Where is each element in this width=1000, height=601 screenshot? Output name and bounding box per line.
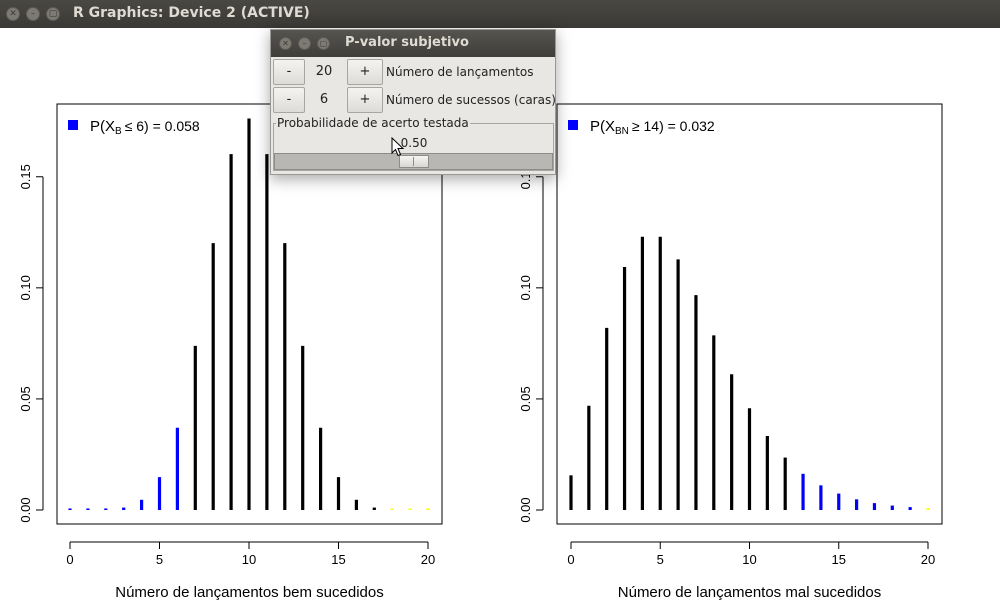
window-titlebar: ✕ – ▢ R Graphics: Device 2 (ACTIVE) <box>0 0 1000 28</box>
window-title: R Graphics: Device 2 (ACTIVE) <box>73 5 310 21</box>
x-tick-label-20: 20 <box>421 552 435 567</box>
y-tick-label-0.00: 0.00 <box>18 497 33 522</box>
minimize-icon[interactable]: – <box>26 7 40 21</box>
x-tick-label-0: 0 <box>66 552 73 567</box>
dialog-maximize-icon[interactable]: ▢ <box>317 37 330 50</box>
decrease-launches-button[interactable]: - <box>273 59 305 85</box>
y-tick-label-0.05: 0.05 <box>18 386 33 411</box>
x-tick-label-5: 5 <box>156 552 163 567</box>
x-tick-label-10: 10 <box>742 552 756 567</box>
close-icon[interactable]: ✕ <box>6 7 20 21</box>
x-tick-label-15: 15 <box>331 552 345 567</box>
plot-box <box>56 103 443 525</box>
x-tick-label-5: 5 <box>657 552 664 567</box>
y-tick-label-0.15: 0.15 <box>18 164 33 189</box>
x-axis-title: Número de lançamentos mal sucedidos <box>618 584 881 601</box>
y-tick-label-0.00: 0.00 <box>518 497 533 522</box>
plots-canvas: 0 5 10 15 20 0.00 0.05 0.10 0.15 Número de lançam… <box>18 103 943 601</box>
x-tick-label-15: 15 <box>832 552 846 567</box>
chart-left: 0 5 10 15 20 0.00 0.05 0.10 0.15 Número de lançam… <box>18 103 443 601</box>
x-tick-label-20: 20 <box>921 552 935 567</box>
dialog-close-icon[interactable]: ✕ <box>279 37 292 50</box>
successes-value: 6 <box>319 92 329 107</box>
x-axis-title: Número de lançamentos bem sucedidos <box>115 584 383 601</box>
legend-label: P(XBN ≥ 14) = 0.032 <box>590 118 715 137</box>
plot-box <box>556 103 943 525</box>
mouse-cursor-icon <box>391 137 405 157</box>
maximize-icon[interactable]: ▢ <box>46 7 60 21</box>
y-tick-label-0.05: 0.05 <box>518 386 533 411</box>
dialog-minimize-icon[interactable]: – <box>298 37 311 50</box>
increase-launches-button[interactable]: + <box>347 59 383 85</box>
dialog-title: P-valor subjetivo <box>345 35 469 50</box>
x-tick-label-10: 10 <box>242 552 256 567</box>
pvalue-dialog: ✕ – ▢ P-valor subjetivo - 20 + Número de… <box>270 29 556 175</box>
slider-value: 0.50 <box>400 136 428 150</box>
increase-successes-button[interactable]: + <box>347 87 383 113</box>
successes-label: Número de sucessos (caras) <box>386 93 556 107</box>
dialog-titlebar: ✕ – ▢ P-valor subjetivo <box>271 30 555 57</box>
legend-label: P(XB ≤ 6) = 0.058 <box>90 118 200 137</box>
y-tick-label-0.10: 0.10 <box>518 275 533 300</box>
decrease-successes-button[interactable]: - <box>273 87 305 113</box>
legend-swatch <box>68 120 78 130</box>
y-tick-label-0.10: 0.10 <box>18 275 33 300</box>
slider-handle[interactable] <box>398 155 429 168</box>
x-tick-label-0: 0 <box>567 552 574 567</box>
launches-value: 20 <box>315 64 333 79</box>
launches-label: Número de lançamentos <box>386 65 534 79</box>
probability-group-label: Probabilidade de acerto testada <box>276 116 470 130</box>
probability-slider[interactable] <box>274 153 553 170</box>
legend-swatch <box>568 120 578 130</box>
